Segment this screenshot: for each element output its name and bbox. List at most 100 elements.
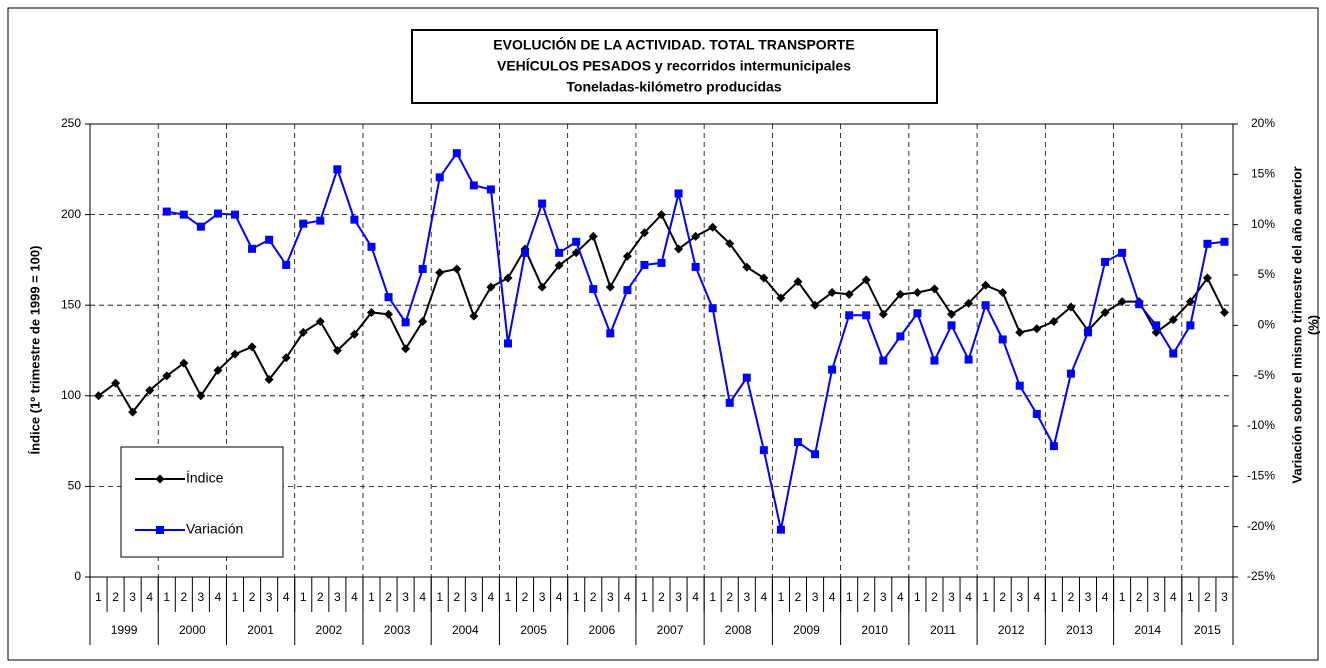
data-point <box>145 385 155 395</box>
x-tick-label: 4 <box>761 590 768 604</box>
data-point <box>1066 369 1075 378</box>
plot-frame <box>89 123 1234 578</box>
x-tick-label: 2 <box>658 590 665 604</box>
data-point <box>811 450 820 459</box>
data-point <box>725 398 734 407</box>
legend-marker <box>156 526 164 534</box>
data-point <box>469 311 479 321</box>
data-point <box>929 284 939 294</box>
x-tick-label: 3 <box>266 590 273 604</box>
data-point <box>998 335 1007 344</box>
x-tick-label: 2 <box>931 590 938 604</box>
x-tick-label: 1 <box>846 590 853 604</box>
chart-frame <box>7 7 1319 661</box>
year-label: 2006 <box>588 623 615 637</box>
data-point <box>265 235 274 244</box>
data-point <box>1169 349 1178 358</box>
data-point <box>282 260 291 269</box>
data-point <box>264 374 274 384</box>
data-point <box>418 317 428 327</box>
data-point <box>196 391 206 401</box>
x-tick-label: 4 <box>351 590 358 604</box>
data-point <box>435 173 444 182</box>
data-point <box>691 231 701 241</box>
data-point <box>605 282 615 292</box>
data-point <box>1168 315 1178 325</box>
data-point <box>469 181 478 190</box>
data-point <box>895 289 905 299</box>
y2-tick-label: -25% <box>1247 569 1275 583</box>
data-point <box>452 149 461 158</box>
x-tick-label: 1 <box>709 590 716 604</box>
x-tick-label: 3 <box>948 590 955 604</box>
x-tick-label: 4 <box>1102 590 1109 604</box>
data-point <box>111 378 121 388</box>
x-tick-label: 2 <box>385 590 392 604</box>
year-label: 2015 <box>1194 623 1221 637</box>
x-tick-label: 3 <box>607 590 614 604</box>
x-tick-label: 1 <box>436 590 443 604</box>
data-point <box>1152 321 1161 330</box>
data-point <box>401 344 411 354</box>
data-point <box>657 210 666 220</box>
x-tick-label: 3 <box>198 590 205 604</box>
data-point <box>1118 248 1127 257</box>
data-point <box>947 309 957 319</box>
data-point <box>1117 297 1127 307</box>
data-point <box>1049 317 1059 327</box>
x-tick-label: 4 <box>215 590 222 604</box>
x-tick-label: 1 <box>914 590 921 604</box>
data-point <box>912 288 922 298</box>
data-point <box>367 242 376 251</box>
data-point <box>998 288 1008 298</box>
x-tick-label: 3 <box>880 590 887 604</box>
data-point <box>793 438 802 447</box>
data-point <box>537 282 547 292</box>
x-tick-label: 4 <box>419 590 426 604</box>
data-point <box>862 311 871 320</box>
y2-tick-label: 0% <box>1258 318 1276 332</box>
x-tick-label: 1 <box>232 590 239 604</box>
data-point <box>1101 257 1110 266</box>
data-point <box>1015 327 1025 337</box>
data-point <box>1202 273 1212 283</box>
x-tick-label: 1 <box>1051 590 1058 604</box>
data-point <box>196 222 205 231</box>
data-point <box>844 289 854 299</box>
year-label: 2005 <box>520 623 547 637</box>
y2-tick-label: -15% <box>1247 469 1275 483</box>
title-box <box>411 29 938 104</box>
x-tick-label: 1 <box>163 590 170 604</box>
x-tick-label: 4 <box>1170 590 1177 604</box>
year-label: 2004 <box>452 623 479 637</box>
x-tick-label: 3 <box>334 590 341 604</box>
year-label: 2008 <box>725 623 752 637</box>
year-label: 2010 <box>861 623 888 637</box>
data-point <box>503 273 513 283</box>
x-tick-label: 1 <box>1187 590 1194 604</box>
data-point <box>298 327 308 337</box>
data-point <box>332 346 342 355</box>
data-point <box>1100 307 1110 317</box>
year-label: 2009 <box>793 623 820 637</box>
data-point <box>1186 321 1195 330</box>
data-point <box>230 349 240 359</box>
x-tick-label: 1 <box>573 590 580 604</box>
data-point <box>981 280 991 290</box>
legend-marker <box>155 474 165 484</box>
x-tick-label: 4 <box>146 590 153 604</box>
data-point <box>896 332 905 341</box>
y-tick-label: 0 <box>74 569 81 583</box>
data-point <box>759 446 768 455</box>
data-point <box>588 231 598 241</box>
data-point <box>503 339 512 348</box>
x-tick-label: 1 <box>95 590 102 604</box>
data-point <box>1015 381 1024 390</box>
data-point <box>708 304 717 313</box>
data-point <box>947 321 956 330</box>
data-point <box>452 264 462 274</box>
data-point <box>1185 297 1195 307</box>
x-tick-label: 3 <box>812 590 819 604</box>
year-label: 2001 <box>247 623 274 637</box>
